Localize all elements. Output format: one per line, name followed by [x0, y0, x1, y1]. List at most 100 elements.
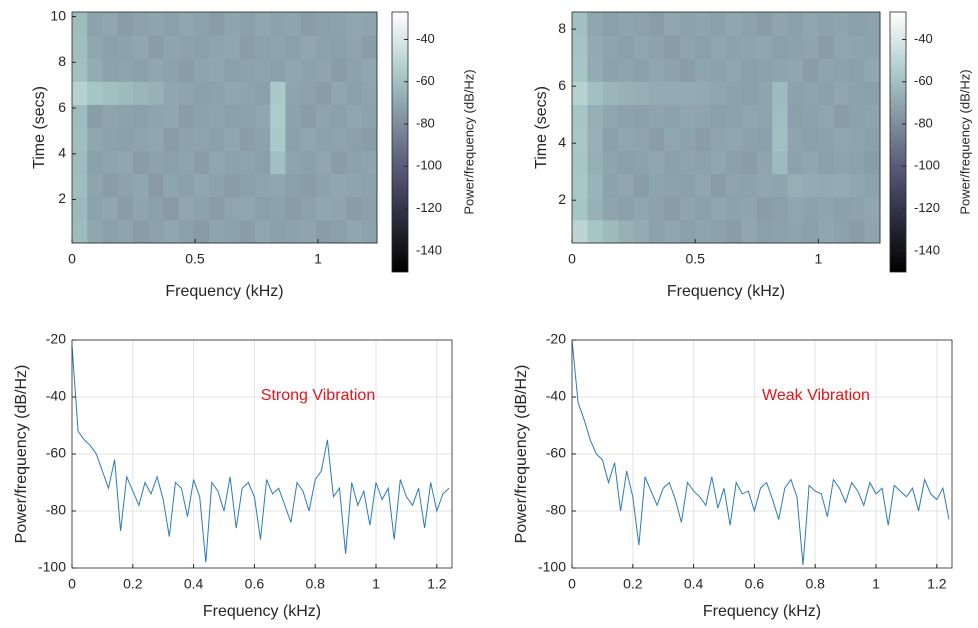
heatmap-cell [572, 81, 588, 105]
heatmap-cell [285, 196, 302, 221]
heatmap-cell [255, 173, 271, 198]
heatmap-cell [194, 196, 210, 221]
heatmap-cell [572, 127, 588, 152]
heatmap-cell [346, 58, 363, 82]
heatmap-cell [633, 104, 650, 128]
heatmap-cell [316, 58, 332, 82]
heatmap-cell [102, 173, 119, 198]
heatmap-cell [833, 127, 850, 152]
heatmap-cell [679, 81, 696, 105]
heatmap-cell [864, 196, 881, 221]
colorbar [889, 11, 907, 273]
heatmap-cell [741, 173, 758, 198]
heatmap-cell [163, 127, 180, 152]
heatmap-cell [864, 150, 881, 175]
heatmap-cell [148, 104, 164, 128]
heatmap-cell [772, 35, 789, 59]
heatmap-cell [361, 81, 378, 105]
colorbar-tick-label: -100 [914, 158, 940, 173]
heatmap-cell [239, 104, 256, 128]
heatmap-cell [346, 219, 363, 244]
heatmap-cell [331, 12, 347, 36]
colorbar-tick-label: -60 [416, 73, 435, 88]
heatmap-cell [849, 219, 866, 244]
x-tick-label: 0 [68, 576, 76, 592]
heatmap-cell [87, 104, 103, 128]
heatmap-cell [178, 173, 195, 198]
heatmap-cell [633, 196, 650, 221]
heatmap-cell [726, 35, 742, 59]
heatmap-cell [741, 196, 758, 221]
annotation: Strong Vibration [261, 387, 375, 404]
x-tick-label: 0.8 [305, 576, 325, 592]
heatmap-cell [87, 173, 103, 198]
heatmap-cell [649, 12, 665, 36]
heatmap-cell [633, 12, 650, 36]
heatmap-cell [803, 81, 819, 105]
heatmap-cell [833, 150, 850, 175]
heatmap-cell [102, 196, 119, 221]
heatmap-cell [178, 127, 195, 152]
y-tick-label: 2 [558, 191, 566, 207]
heatmap-cell [587, 12, 604, 36]
heatmap-cell [756, 12, 773, 36]
heatmap-cell [255, 104, 271, 128]
heatmap-cell [285, 150, 302, 175]
heatmap-cell [787, 173, 804, 198]
heatmap-cell [756, 150, 773, 175]
heatmap-cell [361, 35, 378, 59]
heatmap-cell [255, 219, 271, 244]
heatmap-cell [148, 81, 164, 105]
heatmap-cell [239, 196, 256, 221]
heatmap-cell [710, 81, 727, 105]
heatmap-cell [695, 12, 712, 36]
heatmap-cell [178, 196, 195, 221]
heatmap-cell [255, 35, 271, 59]
heatmap-cell [602, 150, 619, 175]
heatmap-cell [178, 35, 195, 59]
heatmap-cell [285, 58, 302, 82]
x-tick-label: 0 [568, 251, 576, 267]
heatmap-cell [163, 104, 180, 128]
heatmap-cell [117, 58, 134, 82]
heatmap-cell [72, 104, 88, 128]
heatmap-cell [772, 12, 789, 36]
heatmap-cell [803, 12, 819, 36]
heatmap-cell [239, 173, 256, 198]
x-tick-label: 0 [568, 576, 576, 592]
heatmap-cell [148, 35, 164, 59]
heatmap-cell [572, 104, 588, 128]
heatmap-cell [618, 219, 635, 244]
heatmap-cell [72, 127, 88, 152]
heatmap-cell [194, 12, 210, 36]
heatmap-cell [102, 81, 119, 105]
heatmap-cell [361, 196, 378, 221]
colorbar-tick-label: -40 [416, 31, 435, 46]
heatmap-cell [664, 150, 681, 175]
heatmap-cell [331, 219, 347, 244]
x-tick-label: 0.6 [245, 576, 265, 592]
heatmap-cell [270, 127, 286, 152]
y-tick-label: 4 [58, 145, 66, 161]
heatmap-cell [163, 81, 180, 105]
y-tick-label: -40 [46, 388, 66, 404]
heatmap-cell [649, 150, 665, 175]
heatmap-cell [833, 104, 850, 128]
heatmap-cell [833, 58, 850, 82]
heatmap-cell [664, 12, 681, 36]
heatmap-cell [178, 81, 195, 105]
heatmap-cell [756, 196, 773, 221]
heatmap-cell [772, 127, 789, 152]
heatmap-cell [726, 12, 742, 36]
heatmap-cell [803, 35, 819, 59]
heatmap-cell [572, 150, 588, 175]
x-tick-label: 1 [372, 576, 380, 592]
heatmap-cell [178, 104, 195, 128]
colorbar-label: Power/frequency (dB/Hz) [957, 69, 972, 214]
heatmap-cell [818, 104, 835, 128]
heatmap-cell [726, 219, 742, 244]
heatmap-cell [602, 35, 619, 59]
heatmap-cell [72, 58, 88, 82]
heatmap-cell [602, 81, 619, 105]
heatmap-cell [194, 35, 210, 59]
